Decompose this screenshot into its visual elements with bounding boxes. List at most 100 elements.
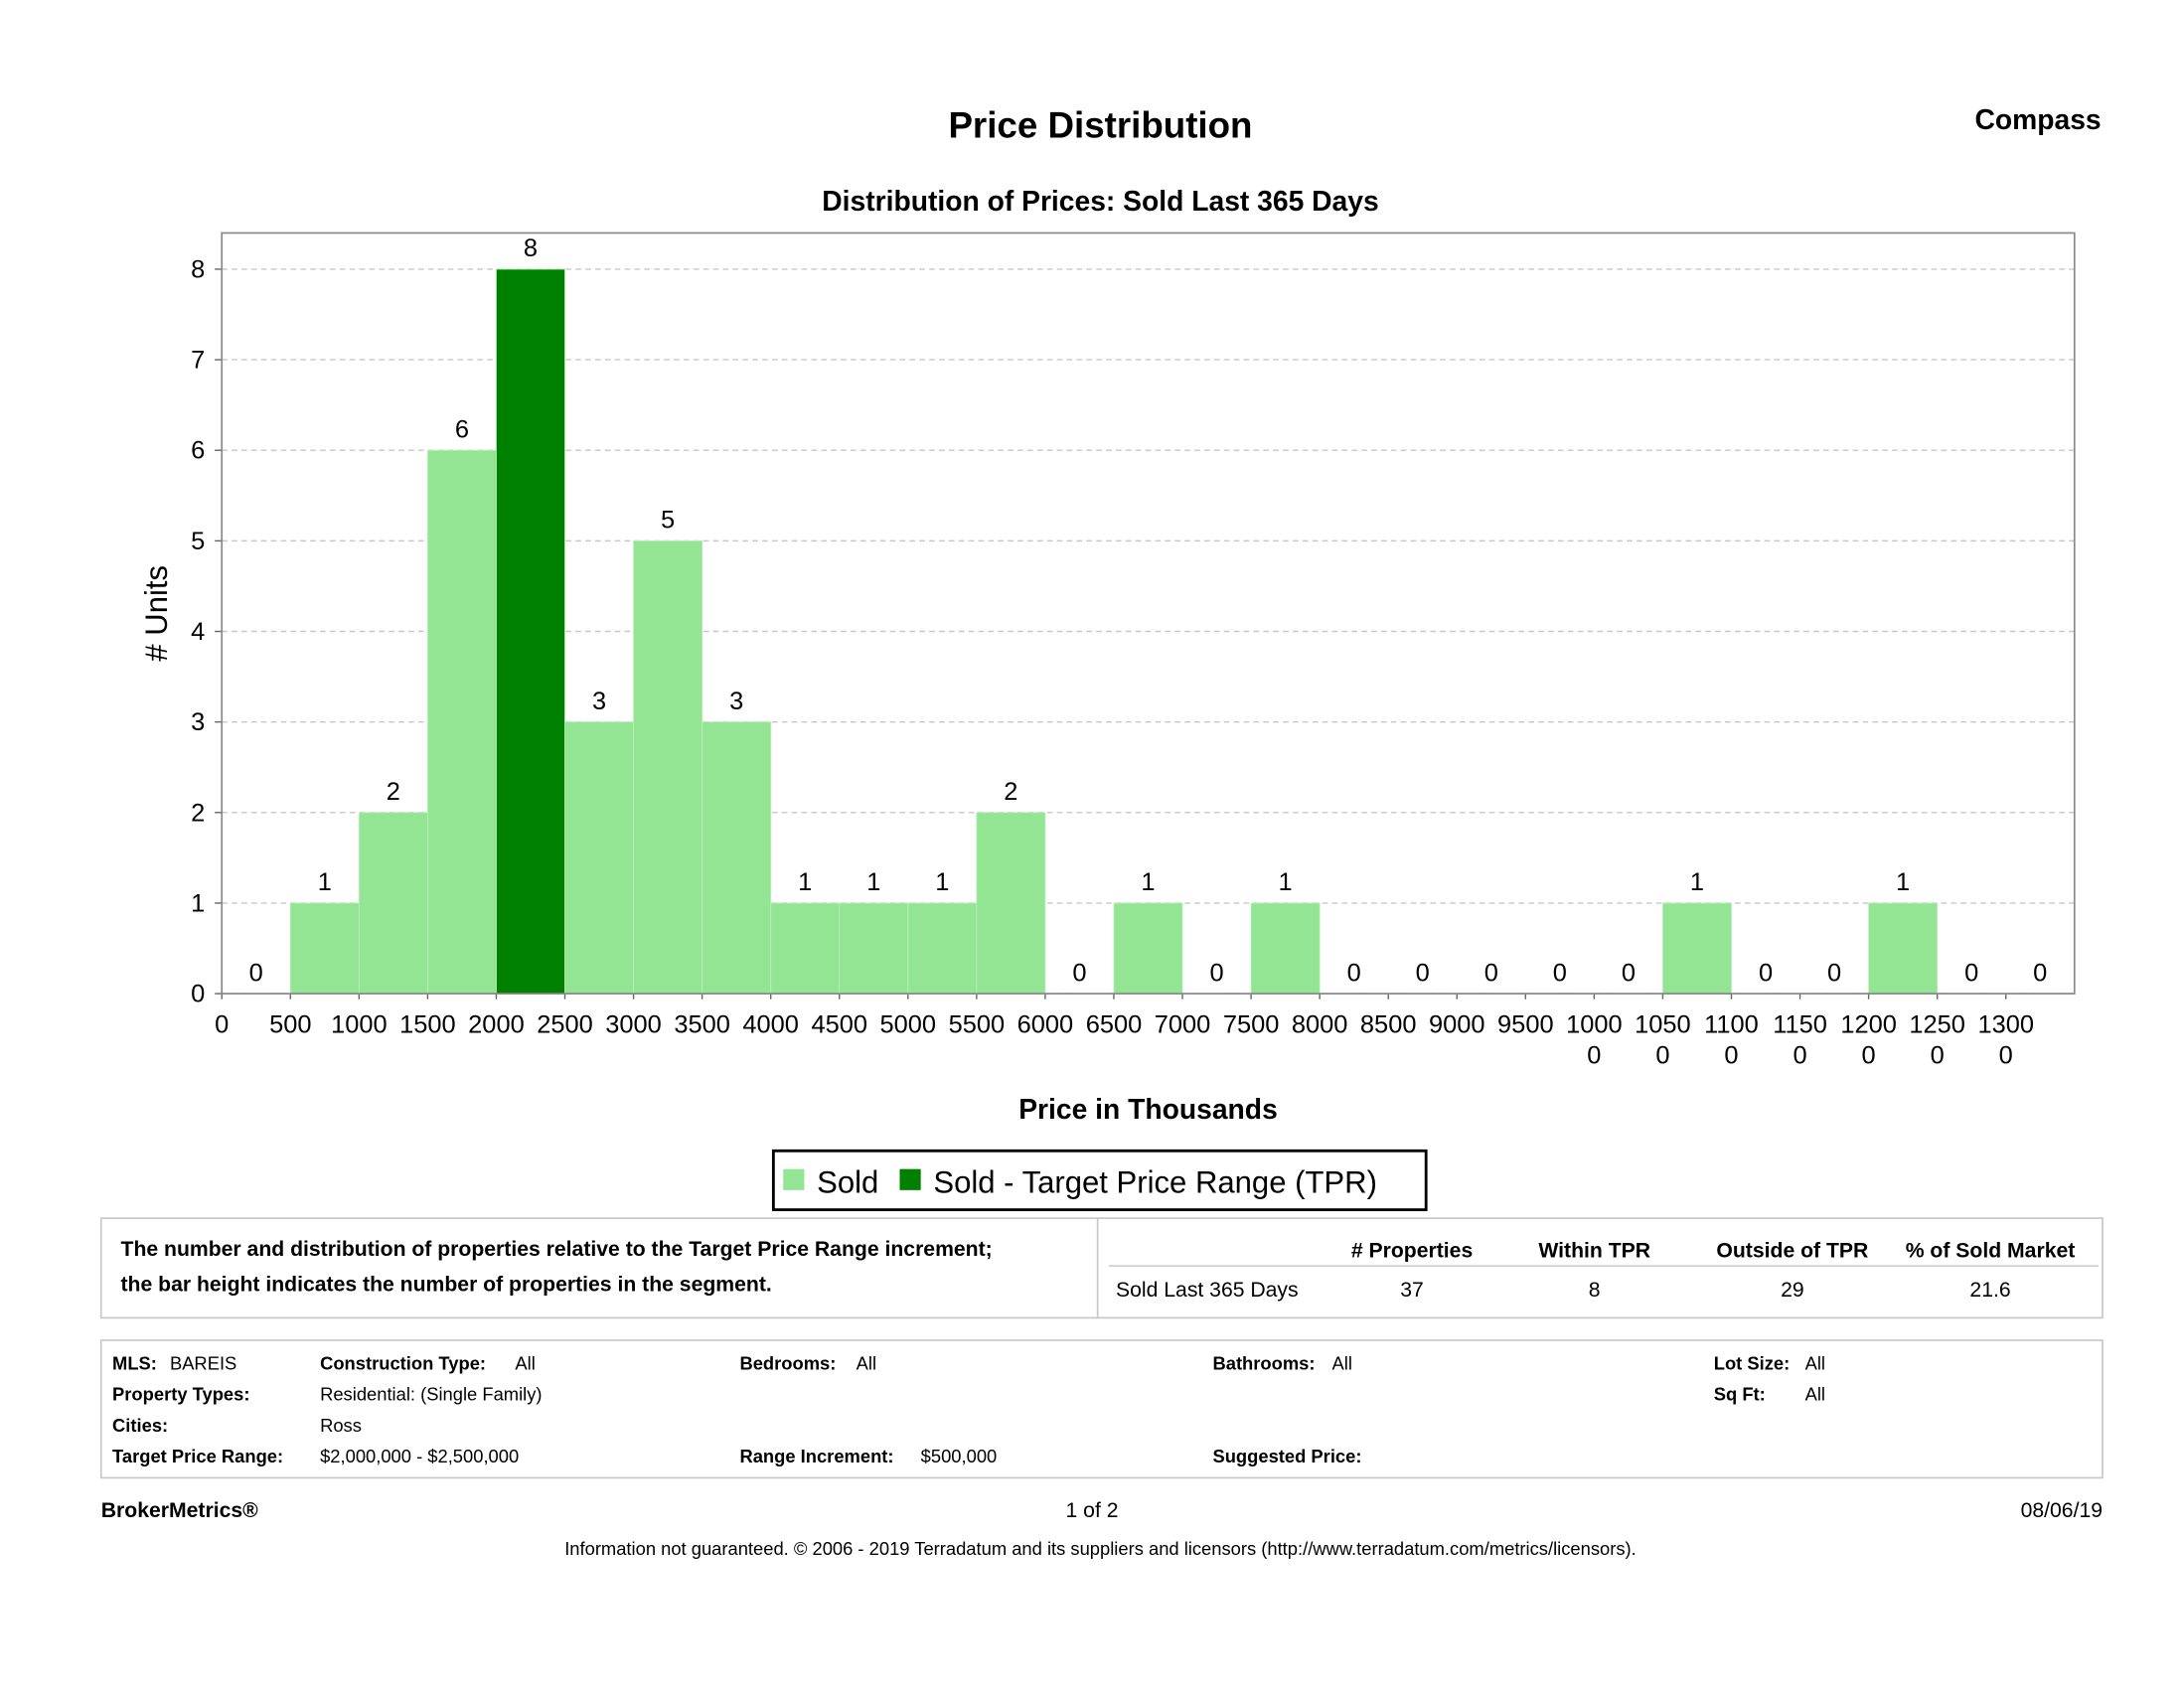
x-tick-label: 0 xyxy=(215,1011,229,1039)
x-tick-label: 1250 0 xyxy=(1909,1011,1965,1070)
bar-label: 0 xyxy=(1209,959,1223,987)
bar xyxy=(702,721,772,995)
criteria-value: Residential: (Single Family) xyxy=(320,1384,542,1405)
bar xyxy=(358,812,428,995)
criteria-label: Lot Size: xyxy=(1714,1353,1791,1374)
criteria-value: BAREIS xyxy=(170,1353,236,1374)
bar-label: 3 xyxy=(729,688,743,715)
bar xyxy=(839,902,909,995)
criteria-value: All xyxy=(1332,1353,1352,1374)
y-tick-label: 0 xyxy=(191,981,205,1008)
legend-box xyxy=(771,1149,1428,1212)
criteria-label: Bedrooms: xyxy=(739,1353,836,1374)
bar-label: 3 xyxy=(592,688,606,715)
bar-label: 0 xyxy=(1347,959,1361,987)
table-header: Within TPR xyxy=(1538,1240,1650,1263)
bar-label: 0 xyxy=(1484,959,1498,987)
legend-label: Sold xyxy=(817,1165,878,1200)
x-tick-label: 6500 xyxy=(1086,1011,1143,1039)
bar-label: 0 xyxy=(1759,959,1773,987)
brand: Compass xyxy=(1974,103,2101,135)
criteria-box xyxy=(99,1339,2104,1479)
x-tick-label: 1300 0 xyxy=(1977,1011,2034,1070)
bar-label: 1 xyxy=(1690,868,1704,896)
table-header: # Properties xyxy=(1351,1240,1473,1263)
bar xyxy=(976,812,1046,995)
bar-label: 1 xyxy=(1141,868,1155,896)
chart-title: Distribution of Prices: Sold Last 365 Da… xyxy=(822,185,1378,217)
x-tick-label: 9000 xyxy=(1429,1011,1485,1039)
x-tick-label: 4000 xyxy=(742,1011,799,1039)
bar-label: 0 xyxy=(2033,959,2047,987)
x-axis-label: Price in Thousands xyxy=(1018,1093,1278,1125)
bar-label: 0 xyxy=(1072,959,1086,987)
bar-label: 1 xyxy=(935,868,949,896)
x-tick-label: 1150 0 xyxy=(1773,1011,1827,1070)
bar-label: 6 xyxy=(455,416,469,444)
criteria-value: All xyxy=(515,1353,535,1374)
bar-label: 5 xyxy=(661,507,675,535)
y-tick-label: 8 xyxy=(191,255,205,283)
x-tick-label: 2500 xyxy=(537,1011,593,1039)
bar xyxy=(564,721,634,995)
criteria-label: Range Increment: xyxy=(739,1446,893,1466)
x-tick-label: 5000 xyxy=(880,1011,937,1039)
bar-label: 0 xyxy=(1827,959,1841,987)
page-number: 1 of 2 xyxy=(1066,1499,1119,1522)
criteria-value: All xyxy=(1805,1353,1825,1374)
bar-label: 0 xyxy=(1553,959,1567,987)
summary-text: The number and distribution of propertie… xyxy=(121,1238,993,1261)
y-tick-label: 3 xyxy=(191,708,205,736)
criteria-label: MLS: xyxy=(112,1353,157,1374)
x-tick-label: 7000 xyxy=(1155,1011,1211,1039)
x-tick-label: 3000 xyxy=(605,1011,662,1039)
table-header: Outside of TPR xyxy=(1716,1240,1868,1263)
bar-label: 0 xyxy=(1416,959,1430,987)
table-cell: 29 xyxy=(1781,1279,1804,1302)
x-tick-label: 6000 xyxy=(1017,1011,1074,1039)
criteria-label: Target Price Range: xyxy=(112,1446,283,1466)
bar xyxy=(426,449,497,995)
bar-label: 1 xyxy=(798,868,812,896)
criteria-label: Sq Ft: xyxy=(1714,1384,1766,1405)
bar-label: 2 xyxy=(1004,778,1017,806)
table-cell: Sold Last 365 Days xyxy=(1116,1279,1299,1302)
report-date: 08/06/19 xyxy=(2021,1499,2103,1522)
legend-label: Sold - Target Price Range (TPR) xyxy=(933,1165,1377,1200)
page-title: Price Distribution xyxy=(948,104,1252,145)
summary-box xyxy=(99,1217,2104,1319)
bar-label: 1 xyxy=(318,868,332,896)
x-tick-label: 8500 xyxy=(1360,1011,1417,1039)
criteria-value: $500,000 xyxy=(921,1446,998,1466)
criteria-value: $2,000,000 - $2,500,000 xyxy=(320,1446,519,1466)
x-tick-label: 5500 xyxy=(949,1011,1006,1039)
summary-text: the bar height indicates the number of p… xyxy=(121,1274,772,1297)
bar xyxy=(633,539,703,995)
x-tick-label: 1500 xyxy=(399,1011,456,1039)
x-tick-label: 1200 0 xyxy=(1840,1011,1897,1070)
x-tick-label: 1000 xyxy=(331,1011,388,1039)
y-tick-label: 7 xyxy=(191,347,205,375)
bar xyxy=(770,902,841,995)
x-tick-label: 8000 xyxy=(1292,1011,1348,1039)
bar-label: 0 xyxy=(1964,959,1978,987)
bar xyxy=(496,268,565,995)
legend-swatch xyxy=(783,1168,805,1190)
criteria-label: Bathrooms: xyxy=(1212,1353,1315,1374)
y-axis-label: # Units xyxy=(139,565,174,662)
criteria-value: All xyxy=(1805,1384,1825,1405)
bar xyxy=(1662,902,1732,995)
legend-swatch xyxy=(899,1168,921,1190)
criteria-value: All xyxy=(857,1353,876,1374)
bar xyxy=(907,902,978,995)
table-cell: 37 xyxy=(1400,1279,1424,1302)
bar-label: 8 xyxy=(524,234,538,262)
bar-label: 1 xyxy=(1896,868,1910,896)
bar xyxy=(1868,902,1939,995)
table-cell: 8 xyxy=(1589,1279,1601,1302)
x-tick-label: 500 xyxy=(269,1011,311,1039)
criteria-label: Property Types: xyxy=(112,1384,249,1405)
criteria-label: Construction Type: xyxy=(320,1353,486,1374)
x-tick-label: 2000 xyxy=(468,1011,525,1039)
